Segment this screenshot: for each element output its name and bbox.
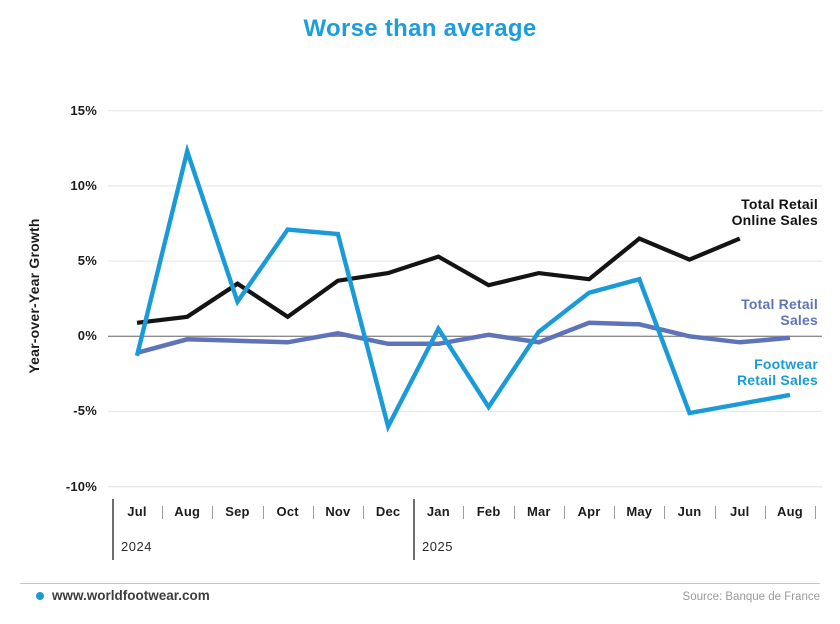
x-tick-label-month: Mar [526, 504, 551, 519]
month-separator-tick [363, 506, 364, 519]
y-tick-label: 15% [70, 102, 97, 118]
legend-line: Total Retail [741, 296, 818, 312]
x-tick-label-month: Jun [677, 504, 702, 519]
x-tick-label-month: Oct [276, 504, 299, 519]
year-divider-bar [112, 499, 114, 560]
x-tick-label-month: Jul [730, 504, 750, 519]
legend-total-retail-online-sales: Total Retail Online Sales [658, 196, 818, 228]
month-separator-tick [263, 506, 264, 519]
x-tick-label-month: Feb [476, 504, 501, 519]
x-tick-label-month: Nov [325, 504, 351, 519]
x-tick-label-month: Jul [127, 504, 147, 519]
footer-source: Source: Banque de France [682, 591, 820, 603]
month-separator-tick [212, 506, 213, 519]
y-tick-label: -10% [65, 478, 97, 494]
x-tick-label-month: Apr [577, 504, 601, 519]
legend-total-retail-sales: Total Retail Sales [658, 296, 818, 328]
x-tick-label-month: Sep [225, 504, 250, 519]
month-separator-tick [664, 506, 665, 519]
month-separator-tick [614, 506, 615, 519]
month-separator-tick [313, 506, 314, 519]
y-axis-title: Year-over-Year Growth [26, 218, 42, 374]
legend-line: Online Sales [731, 211, 818, 228]
month-separator-tick [564, 506, 565, 519]
x-tick-label-month: Dec [375, 504, 401, 519]
month-separator-tick [765, 506, 766, 519]
month-separator-tick [815, 506, 816, 519]
page-title: Worse than average [303, 15, 537, 42]
month-separator-tick [715, 506, 716, 519]
month-separator-tick [162, 506, 163, 519]
footer-divider [20, 583, 820, 584]
x-tick-label-month: Jan [426, 504, 450, 519]
year-label: 2024 [121, 539, 152, 554]
website-url: www.worldfootwear.com [52, 588, 210, 603]
legend-footwear-retail-sales: Footwear Retail Sales [658, 356, 818, 388]
legend-line: Sales [780, 311, 818, 328]
month-separator-tick [463, 506, 464, 519]
x-tick-label-month: May [626, 504, 653, 519]
bullet-dot-icon [36, 591, 44, 600]
footer-website: www.worldfootwear.com [36, 588, 210, 603]
y-tick-label: 5% [77, 253, 97, 269]
y-tick-label: 10% [70, 177, 97, 193]
series-line-total-retail-online-sales [136, 236, 741, 325]
legend-line: Total Retail [741, 196, 818, 212]
legend-line: Footwear [754, 356, 818, 372]
month-separator-tick [514, 506, 515, 519]
y-tick-label: 0% [77, 328, 97, 344]
y-tick-label: -5% [73, 403, 97, 419]
year-divider-bar [413, 499, 415, 560]
x-tick-label-month: Aug [174, 504, 201, 519]
year-label: 2025 [422, 539, 453, 554]
legend-line: Retail Sales [737, 371, 818, 388]
x-tick-label-month: Aug [777, 504, 803, 519]
